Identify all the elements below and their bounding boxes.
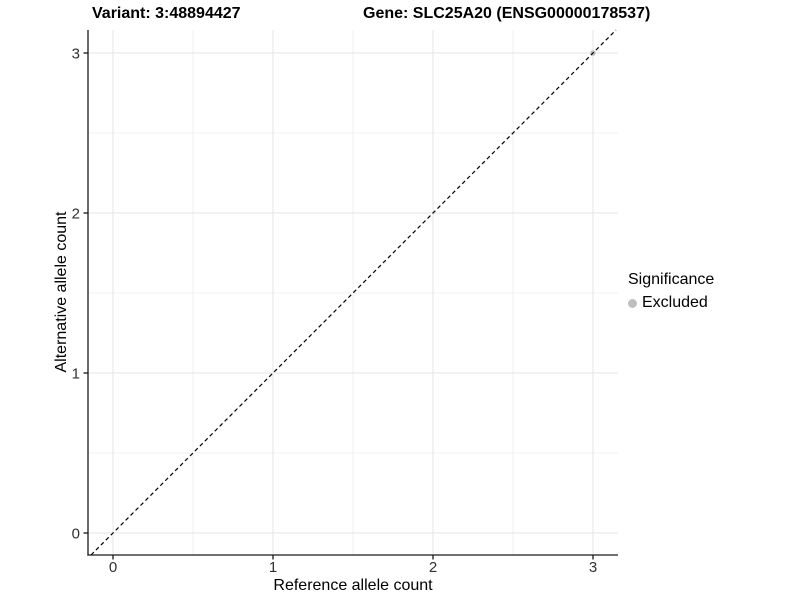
gene-title: Gene: SLC25A20 (ENSG00000178537) (363, 5, 651, 22)
svg-text:3: 3 (589, 559, 597, 576)
legend-item-label: Excluded (642, 294, 708, 311)
legend-point-icon (628, 298, 637, 308)
svg-text:0: 0 (109, 559, 117, 576)
svg-text:2: 2 (429, 559, 437, 576)
x-axis-title: Reference allele count (273, 577, 433, 594)
legend: Significance Excluded (628, 271, 714, 312)
variant-title: Variant: 3:48894427 (92, 5, 241, 22)
legend-title: Significance (628, 271, 715, 288)
svg-text:2: 2 (72, 206, 80, 223)
svg-text:3: 3 (72, 46, 80, 63)
svg-text:1: 1 (269, 559, 277, 576)
legend-item-excluded: Excluded (628, 294, 714, 312)
svg-text:0: 0 (72, 526, 80, 543)
y-axis-title: Alternative allele count (53, 211, 70, 373)
svg-text:1: 1 (72, 366, 80, 383)
